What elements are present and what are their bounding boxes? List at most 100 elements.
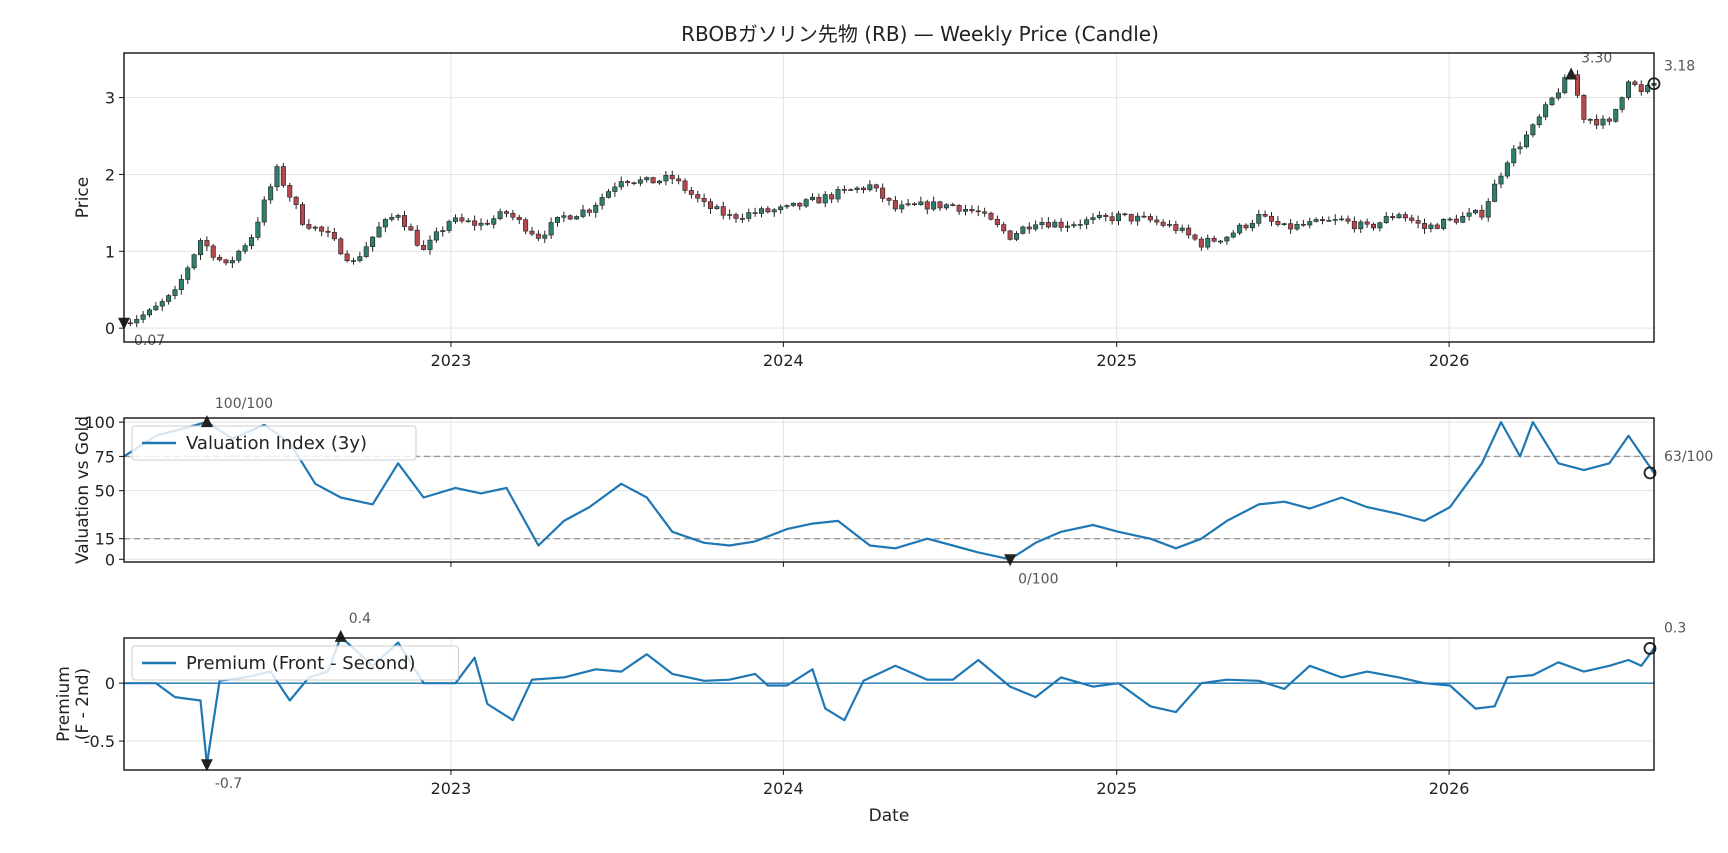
candle-body (535, 233, 541, 239)
candle-body (994, 219, 1000, 225)
x-tick-label: 2026 (1429, 779, 1470, 798)
candle-body (1492, 183, 1498, 202)
x-tick-label: 2023 (431, 351, 472, 370)
annotation-label: 0.07 (134, 333, 165, 349)
candle-body (1543, 104, 1549, 118)
candle-body (147, 309, 153, 316)
candle-body (1084, 219, 1090, 225)
candle-body (599, 197, 605, 206)
candle-body (631, 182, 637, 185)
last-marker (1643, 466, 1657, 480)
candle-body (1415, 220, 1421, 224)
candle-body (1364, 221, 1370, 225)
candle-body (605, 191, 611, 198)
candle-body (1103, 214, 1109, 217)
series-line (123, 421, 1655, 561)
x-tick-label: 2025 (1096, 779, 1137, 798)
candle-body (1326, 220, 1332, 222)
candle-body (1230, 232, 1236, 238)
candle-body (618, 181, 624, 188)
candle-body (370, 236, 376, 248)
candle-body (287, 185, 293, 198)
candle-body (765, 208, 771, 213)
candle-body (892, 200, 898, 210)
candle-body (395, 215, 401, 218)
candle-body (1396, 214, 1402, 219)
candle-body (344, 253, 350, 262)
candle-body (523, 219, 529, 232)
candle-body (803, 199, 809, 207)
candle-body (1434, 224, 1440, 229)
candle-body (236, 250, 242, 261)
candle-body (178, 279, 184, 290)
candle-body (1447, 218, 1453, 221)
candle-body (1307, 221, 1313, 226)
candle-body (363, 246, 369, 257)
candle-body (593, 204, 599, 213)
candle-body (561, 215, 567, 218)
candle-body (784, 205, 790, 208)
candle-body (1626, 81, 1632, 98)
candle-body (1218, 240, 1224, 243)
candle-body (1339, 218, 1345, 221)
candle-body (752, 212, 758, 214)
candle-body (975, 210, 981, 213)
annotation-label: 0.3 (1664, 620, 1686, 636)
candle-body (1581, 94, 1587, 120)
candle-body (1147, 216, 1153, 221)
candle-body (1409, 217, 1415, 221)
candle-body (1422, 222, 1428, 229)
candle-body (809, 196, 815, 200)
candle-body (1371, 223, 1377, 229)
candle-body (452, 217, 458, 222)
candle-body (1141, 215, 1147, 218)
candle-body (886, 198, 892, 201)
legend-box (131, 645, 459, 681)
candle-body (1300, 223, 1306, 226)
candle-body (695, 194, 701, 199)
candle-body (1096, 214, 1102, 218)
candle-body (306, 224, 312, 229)
candle-body (1594, 119, 1600, 126)
candle-body (1058, 221, 1064, 228)
candle-body (1256, 214, 1262, 224)
candle-body (1613, 109, 1619, 122)
candle-body (1249, 223, 1255, 229)
candle-body (899, 204, 905, 210)
candles (121, 70, 1657, 328)
candle-body (669, 175, 675, 180)
candle-body (1186, 227, 1192, 236)
candle-body (841, 189, 847, 191)
candle-body (854, 187, 860, 190)
candle-body (1453, 218, 1459, 223)
candle-body (249, 237, 255, 246)
candle-body (739, 218, 745, 220)
candle-body (1383, 216, 1389, 224)
candle-body (822, 194, 828, 204)
legend-box (131, 425, 417, 461)
candle-body (1632, 81, 1638, 85)
candle-body (1549, 97, 1555, 105)
y-tick-label: -0.5 (84, 732, 115, 751)
candle-body (459, 217, 465, 222)
x-tick-label: 2024 (763, 351, 804, 370)
candle-body (1351, 220, 1357, 230)
y-tick-label: 0 (105, 550, 115, 569)
candle-body (134, 319, 140, 324)
candle-body (376, 226, 382, 238)
x-tick-label: 2024 (763, 779, 804, 798)
price-annotations: 0.07 3.30 3.18 (118, 51, 1695, 349)
candle-body (217, 256, 223, 261)
y-tick-label: 3 (105, 89, 115, 108)
candle-body (1460, 216, 1466, 223)
candle-body (1275, 221, 1281, 225)
candle-body (1198, 238, 1204, 248)
candle-body (1167, 224, 1173, 226)
candle-body (714, 206, 720, 209)
candle-body (1473, 209, 1479, 214)
candle-body (682, 180, 688, 191)
candle-body (771, 209, 777, 213)
candle-body (427, 239, 433, 250)
panel-3-frame (123, 637, 1655, 771)
panel-1-grid: 0 1 2 3 2023 2024 2025 2026 (105, 53, 1654, 370)
